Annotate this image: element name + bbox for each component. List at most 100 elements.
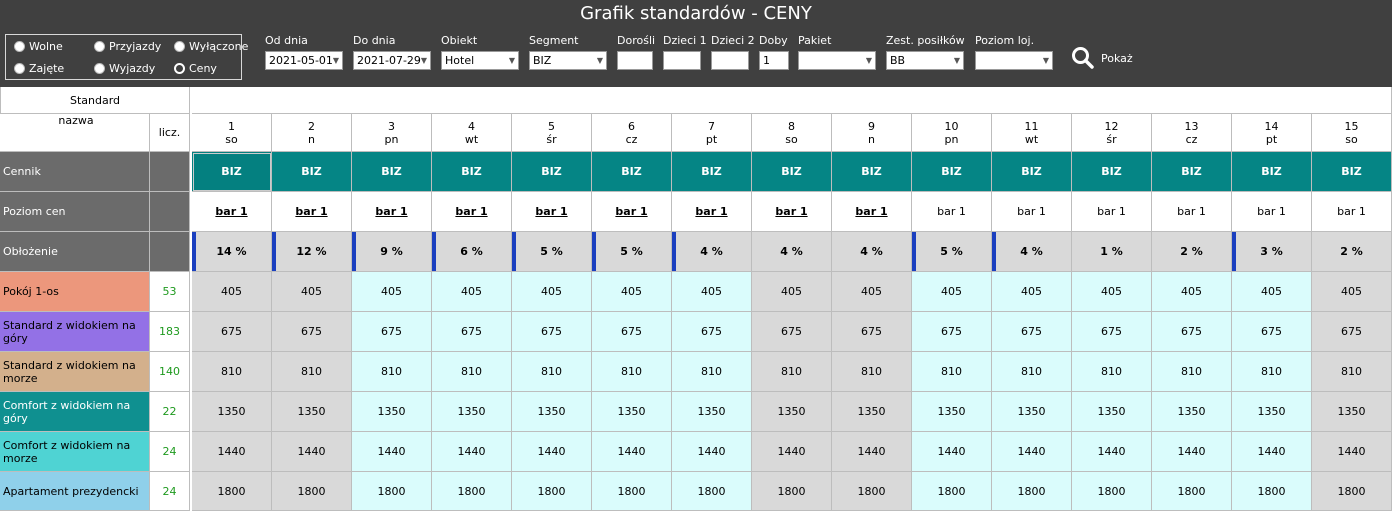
poziom-cen-cell[interactable]: bar 1: [1232, 192, 1312, 232]
price-cell[interactable]: 405: [512, 272, 592, 312]
cennik-cell[interactable]: BIZ: [352, 152, 432, 192]
price-cell[interactable]: 675: [592, 312, 672, 352]
price-cell[interactable]: 675: [1072, 312, 1152, 352]
poziom-cen-cell[interactable]: bar 1: [992, 192, 1072, 232]
obiekt-select[interactable]: Hotel ▼: [441, 51, 519, 70]
price-cell[interactable]: 1440: [352, 432, 432, 472]
poziom-cen-cell[interactable]: bar 1: [432, 192, 512, 232]
price-cell[interactable]: 675: [432, 312, 512, 352]
price-cell[interactable]: 1800: [1152, 472, 1232, 511]
price-cell[interactable]: 1350: [352, 392, 432, 432]
price-cell[interactable]: 1350: [1312, 392, 1392, 432]
price-cell[interactable]: 1440: [192, 432, 272, 472]
dorosli-input[interactable]: [617, 51, 653, 70]
price-cell[interactable]: 1350: [912, 392, 992, 432]
price-cell[interactable]: 405: [1072, 272, 1152, 312]
price-cell[interactable]: 675: [192, 312, 272, 352]
price-cell[interactable]: 1800: [352, 472, 432, 511]
price-cell[interactable]: 405: [192, 272, 272, 312]
radio-ceny[interactable]: Ceny: [174, 62, 217, 75]
poziom-cen-cell[interactable]: bar 1: [1072, 192, 1152, 232]
cennik-cell[interactable]: BIZ: [1072, 152, 1152, 192]
price-cell[interactable]: 675: [672, 312, 752, 352]
price-cell[interactable]: 405: [592, 272, 672, 312]
price-cell[interactable]: 1800: [752, 472, 832, 511]
price-cell[interactable]: 1800: [912, 472, 992, 511]
posilki-select[interactable]: BB ▼: [886, 51, 964, 70]
price-cell[interactable]: 1440: [592, 432, 672, 472]
price-cell[interactable]: 1800: [592, 472, 672, 511]
price-cell[interactable]: 405: [752, 272, 832, 312]
price-cell[interactable]: 675: [1232, 312, 1312, 352]
cennik-cell[interactable]: BIZ: [912, 152, 992, 192]
doby-input[interactable]: 1: [759, 51, 789, 70]
price-cell[interactable]: 405: [1232, 272, 1312, 312]
price-cell[interactable]: 810: [832, 352, 912, 392]
show-button[interactable]: Pokaż: [1071, 46, 1133, 70]
cennik-cell[interactable]: BIZ: [432, 152, 512, 192]
cennik-cell[interactable]: BIZ: [192, 152, 272, 192]
price-cell[interactable]: 1800: [432, 472, 512, 511]
cennik-cell[interactable]: BIZ: [672, 152, 752, 192]
price-cell[interactable]: 810: [912, 352, 992, 392]
cennik-cell[interactable]: BIZ: [592, 152, 672, 192]
cennik-cell[interactable]: BIZ: [832, 152, 912, 192]
radio-wyłączone[interactable]: Wyłączone: [174, 40, 248, 53]
cennik-cell[interactable]: BIZ: [992, 152, 1072, 192]
price-cell[interactable]: 810: [432, 352, 512, 392]
price-cell[interactable]: 675: [752, 312, 832, 352]
price-cell[interactable]: 675: [1312, 312, 1392, 352]
price-cell[interactable]: 675: [352, 312, 432, 352]
price-cell[interactable]: 1800: [192, 472, 272, 511]
price-cell[interactable]: 1800: [672, 472, 752, 511]
price-cell[interactable]: 810: [192, 352, 272, 392]
price-cell[interactable]: 1350: [1152, 392, 1232, 432]
price-cell[interactable]: 675: [512, 312, 592, 352]
radio-wyjazdy[interactable]: Wyjazdy: [94, 62, 155, 75]
price-cell[interactable]: 810: [512, 352, 592, 392]
price-cell[interactable]: 1350: [272, 392, 352, 432]
price-cell[interactable]: 405: [912, 272, 992, 312]
cennik-cell[interactable]: BIZ: [1152, 152, 1232, 192]
price-cell[interactable]: 1350: [192, 392, 272, 432]
price-cell[interactable]: 810: [672, 352, 752, 392]
price-cell[interactable]: 1800: [1232, 472, 1312, 511]
price-cell[interactable]: 1440: [1072, 432, 1152, 472]
price-cell[interactable]: 1350: [1072, 392, 1152, 432]
poziom-cen-cell[interactable]: bar 1: [832, 192, 912, 232]
price-cell[interactable]: 675: [832, 312, 912, 352]
poziom-cen-cell[interactable]: bar 1: [512, 192, 592, 232]
price-cell[interactable]: 1350: [512, 392, 592, 432]
price-cell[interactable]: 1350: [832, 392, 912, 432]
price-cell[interactable]: 1440: [1312, 432, 1392, 472]
price-cell[interactable]: 405: [1152, 272, 1232, 312]
poziom-cen-cell[interactable]: bar 1: [1312, 192, 1392, 232]
price-cell[interactable]: 1350: [432, 392, 512, 432]
od-dnia-input[interactable]: 2021-05-01 ▼: [265, 51, 343, 70]
poziom-cen-cell[interactable]: bar 1: [352, 192, 432, 232]
price-cell[interactable]: 810: [1152, 352, 1232, 392]
price-cell[interactable]: 1800: [512, 472, 592, 511]
price-cell[interactable]: 1440: [912, 432, 992, 472]
dzieci1-input[interactable]: [663, 51, 701, 70]
price-cell[interactable]: 1440: [272, 432, 352, 472]
price-cell[interactable]: 1800: [1072, 472, 1152, 511]
price-cell[interactable]: 1350: [992, 392, 1072, 432]
cennik-cell[interactable]: BIZ: [1232, 152, 1312, 192]
price-cell[interactable]: 1440: [672, 432, 752, 472]
price-cell[interactable]: 810: [352, 352, 432, 392]
price-cell[interactable]: 1440: [1152, 432, 1232, 472]
price-cell[interactable]: 810: [1312, 352, 1392, 392]
segment-select[interactable]: BIZ ▼: [529, 51, 607, 70]
price-cell[interactable]: 1350: [672, 392, 752, 432]
price-cell[interactable]: 675: [1152, 312, 1232, 352]
cennik-cell[interactable]: BIZ: [1312, 152, 1392, 192]
price-cell[interactable]: 405: [992, 272, 1072, 312]
price-cell[interactable]: 405: [272, 272, 352, 312]
price-cell[interactable]: 1800: [272, 472, 352, 511]
price-cell[interactable]: 1350: [752, 392, 832, 432]
poziom-cen-cell[interactable]: bar 1: [272, 192, 352, 232]
price-cell[interactable]: 1350: [592, 392, 672, 432]
poziom-select[interactable]: ▼: [975, 51, 1053, 70]
cennik-cell[interactable]: BIZ: [272, 152, 352, 192]
